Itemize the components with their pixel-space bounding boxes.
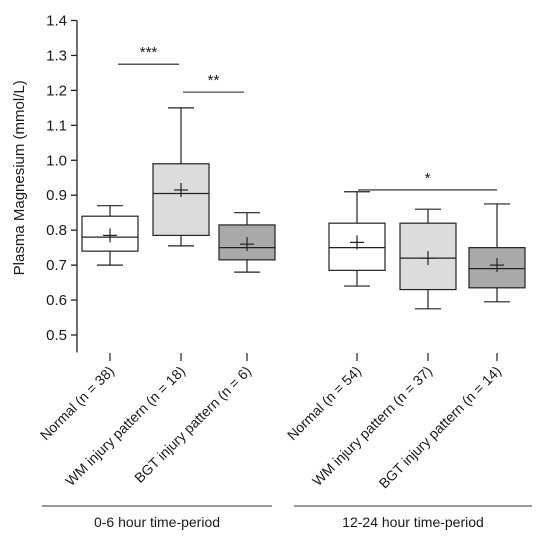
box-4 <box>328 191 386 287</box>
y-tick-label: 0.7 <box>46 257 67 274</box>
y-tick-label: 1.3 <box>46 47 67 64</box>
box-3 <box>218 212 276 273</box>
category-label: BGT injury pattern (n = 14) <box>376 363 505 492</box>
y-tick-label: 1.2 <box>46 82 67 99</box>
significance-label: *** <box>140 44 158 61</box>
y-axis-label: Plasma Magnesium (mmol/L) <box>11 80 28 275</box>
y-tick-label: 1.1 <box>46 117 67 134</box>
category-label: BGT injury pattern (n = 6) <box>131 363 254 486</box>
category-label: Normal (n = 38) <box>37 363 117 443</box>
y-tick-label: 1.0 <box>46 152 67 169</box>
y-tick-label: 1.4 <box>46 13 67 30</box>
y-axis: 0.5 0.6 0.7 0.8 0.9 1.0 1.1 1.2 1.3 1.4 <box>46 13 78 353</box>
category-label: WM injury pattern (n = 18) <box>62 363 188 489</box>
box-2 <box>152 107 210 247</box>
group-label: 12-24 hour time-period <box>342 514 484 530</box>
y-tick-label: 0.6 <box>46 292 67 309</box>
box-5 <box>399 208 457 310</box>
category-label: Normal (n = 54) <box>284 363 364 443</box>
significance-label: ** <box>208 72 220 89</box>
category-label: WM injury pattern (n = 37) <box>309 363 435 489</box>
significance-label: * <box>425 170 431 187</box>
y-tick-label: 0.9 <box>46 187 67 204</box>
y-tick-label: 0.8 <box>46 222 67 239</box>
group-labels: 0-6 hour time-period 12-24 hour time-peri… <box>42 505 532 530</box>
box-1 <box>81 205 139 266</box>
significance-annotations: ****** <box>118 44 497 191</box>
x-axis-labels: Normal (n = 38)WM injury pattern (n = 18… <box>37 353 504 491</box>
y-tick-label: 0.5 <box>46 327 67 344</box>
iqr-box <box>152 163 210 237</box>
box-6 <box>468 203 526 303</box>
group-label: 0-6 hour time-period <box>94 514 220 530</box>
boxes <box>81 107 526 310</box>
